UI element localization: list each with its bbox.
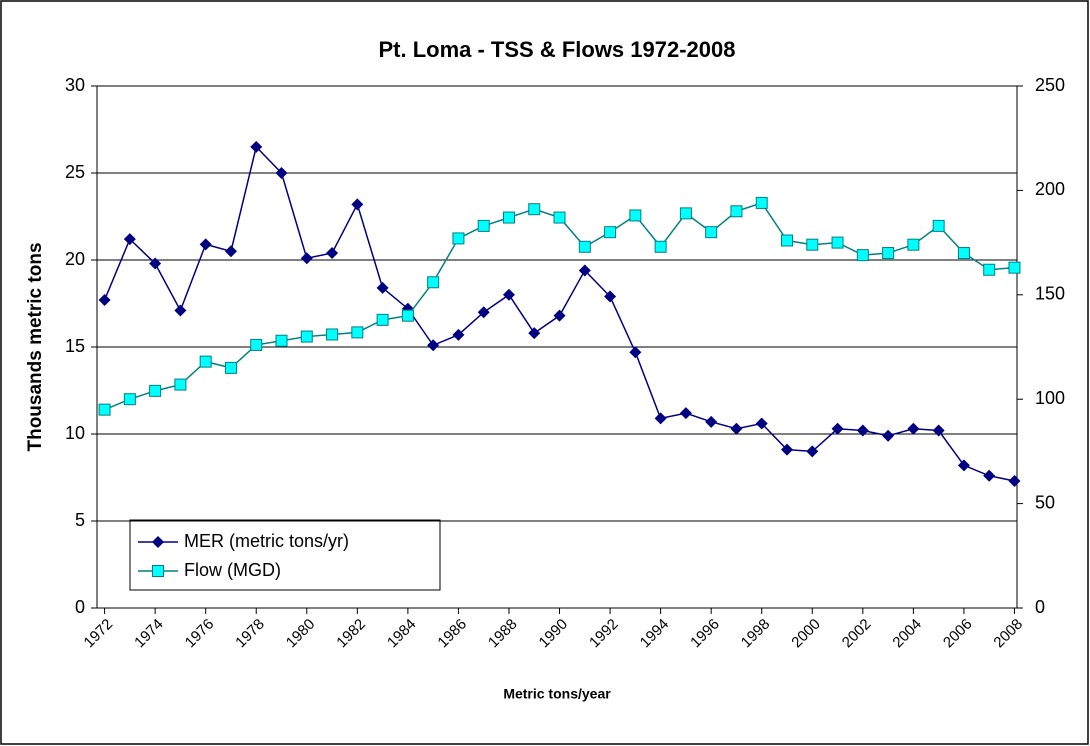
data-point	[376, 313, 389, 326]
y-tick-label: 15	[65, 336, 85, 356]
y2-tick-label: 50	[1035, 492, 1055, 512]
data-point	[856, 424, 869, 437]
data-point	[983, 469, 996, 482]
data-point	[427, 339, 440, 352]
data-point	[199, 355, 212, 368]
data-point	[730, 422, 743, 435]
data-point	[477, 219, 490, 232]
data-point	[351, 326, 364, 339]
data-point	[123, 233, 136, 246]
data-point	[224, 361, 237, 374]
y2-tick-label: 0	[1035, 597, 1045, 617]
data-point	[452, 232, 465, 245]
y-tick-label: 0	[75, 597, 85, 617]
data-point	[983, 263, 996, 276]
legend-label: MER (metric tons/yr)	[184, 531, 349, 551]
data-point	[553, 211, 566, 224]
data-point	[250, 338, 263, 351]
data-point	[502, 288, 515, 301]
data-point	[604, 226, 617, 239]
data-point	[98, 294, 111, 307]
data-point	[174, 304, 187, 317]
y2-tick-label: 250	[1035, 75, 1065, 95]
y2-tick-label: 150	[1035, 284, 1065, 304]
data-point	[882, 247, 895, 260]
x-axis-label: Metric tons/year	[503, 686, 611, 702]
data-point	[326, 247, 339, 260]
data-point	[957, 247, 970, 260]
data-point	[199, 238, 212, 251]
data-point	[149, 257, 162, 270]
data-point	[629, 346, 642, 359]
data-point	[275, 334, 288, 347]
data-point	[578, 240, 591, 253]
data-point	[250, 140, 263, 153]
data-point	[831, 236, 844, 249]
legend-marker	[152, 536, 164, 548]
data-point	[275, 167, 288, 179]
data-point	[882, 429, 895, 442]
legend-box	[129, 519, 441, 591]
data-point	[351, 198, 364, 211]
data-point	[1008, 474, 1021, 487]
data-point	[806, 445, 819, 458]
data-point	[705, 415, 718, 428]
data-point	[427, 276, 440, 289]
y-tick-label: 20	[65, 249, 85, 269]
y-tick-label: 30	[65, 75, 85, 95]
data-point	[1008, 261, 1021, 274]
data-point	[932, 424, 945, 437]
data-point	[654, 412, 667, 425]
data-point	[502, 211, 515, 224]
legend-marker	[152, 565, 164, 577]
data-point	[578, 264, 591, 277]
data-point	[300, 252, 313, 265]
data-point	[477, 306, 490, 319]
data-point	[149, 384, 162, 397]
data-point	[730, 205, 743, 218]
data-point	[679, 207, 692, 220]
y2-tick-label: 100	[1035, 388, 1065, 408]
data-point	[174, 378, 187, 391]
data-point	[300, 330, 313, 343]
data-point	[326, 328, 339, 341]
data-point	[528, 203, 541, 216]
legend-label: Flow (MGD)	[184, 560, 281, 580]
chart-title: Pt. Loma - TSS & Flows 1972-2008	[378, 37, 735, 62]
data-point	[123, 393, 136, 406]
data-point	[376, 281, 389, 294]
y2-tick-label: 200	[1035, 179, 1065, 199]
data-point	[806, 238, 819, 251]
data-point	[705, 226, 718, 239]
y-tick-label: 10	[65, 423, 85, 443]
data-point	[831, 422, 844, 435]
data-point	[932, 219, 945, 232]
data-point	[98, 403, 111, 416]
data-point	[781, 443, 793, 456]
data-point	[452, 328, 465, 341]
data-point	[528, 327, 541, 340]
y-tick-label: 25	[65, 162, 85, 182]
data-point	[224, 245, 237, 258]
data-point	[401, 309, 414, 322]
data-point	[781, 234, 793, 247]
data-point	[907, 238, 920, 251]
y-tick-label: 5	[75, 510, 85, 530]
data-point	[755, 417, 768, 430]
data-point	[856, 249, 869, 262]
data-point	[629, 209, 642, 222]
data-point	[907, 422, 920, 435]
data-point	[957, 459, 970, 472]
data-point	[604, 290, 617, 303]
data-point	[679, 407, 692, 420]
y-axis-label: Thousands metric tons	[25, 242, 46, 451]
data-point	[553, 309, 566, 322]
data-point	[654, 240, 667, 253]
data-point	[755, 196, 768, 209]
